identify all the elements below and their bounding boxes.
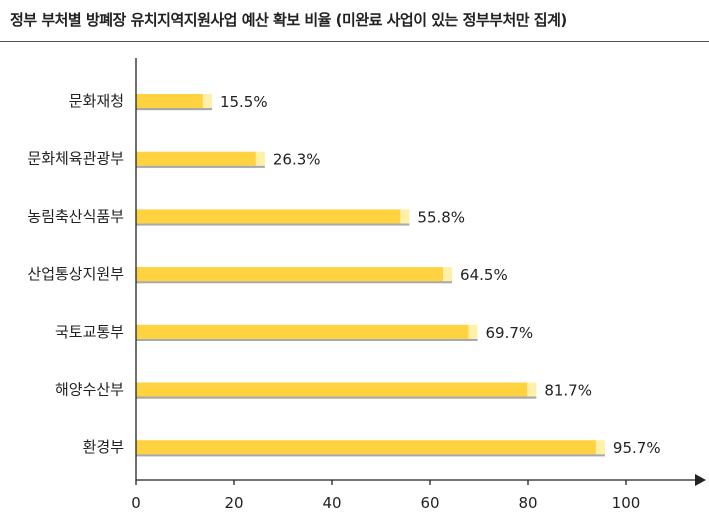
bar (136, 440, 596, 455)
bar-shadow (136, 338, 478, 341)
category-label: 산업통상지원부 (27, 265, 124, 283)
bar-shadow (136, 454, 605, 457)
category-label: 문화체육관광부 (27, 150, 124, 168)
category-label: 환경부 (83, 438, 125, 456)
bar-tip (202, 94, 212, 108)
value-label: 15.5% (220, 93, 268, 111)
bar-shadow (136, 108, 212, 111)
bar-tip (527, 382, 537, 397)
bar (136, 94, 203, 108)
x-tick-label: 0 (131, 494, 141, 512)
category-label: 국토교통부 (55, 323, 124, 341)
value-label: 55.8% (417, 208, 465, 226)
bar-tip (595, 440, 605, 455)
bar-tip (400, 209, 410, 224)
x-axis-arrow-icon (695, 474, 706, 486)
bar (136, 209, 401, 224)
chart-title: 정부 부처별 방폐장 유치지역지원사업 예산 확보 비율 (미완료 사업이 있는… (10, 11, 567, 29)
bar (136, 151, 256, 166)
x-tick-label: 20 (224, 494, 243, 512)
bar (136, 382, 528, 397)
x-tick-label: 60 (420, 494, 439, 512)
bar-shadow (136, 396, 537, 399)
bar-shadow (136, 223, 410, 226)
bar-tip (468, 324, 478, 339)
bar (136, 324, 469, 339)
x-tick-label: 80 (518, 494, 537, 512)
bar-shadow (136, 165, 265, 168)
value-label: 95.7% (613, 439, 661, 457)
category-label: 문화재청 (69, 92, 124, 110)
bar (136, 267, 444, 282)
title-divider (0, 41, 709, 42)
value-label: 64.5% (460, 266, 508, 284)
value-label: 69.7% (486, 324, 534, 342)
bar-tip (255, 151, 265, 166)
category-label: 해양수산부 (55, 381, 124, 399)
value-label: 81.7% (544, 382, 592, 400)
category-label: 농림축산식품부 (27, 207, 124, 225)
x-tick-label: 100 (612, 494, 641, 512)
bar-tip (443, 267, 453, 282)
x-tick-label: 40 (322, 494, 341, 512)
value-label: 26.3% (273, 151, 321, 169)
bar-shadow (136, 281, 453, 284)
